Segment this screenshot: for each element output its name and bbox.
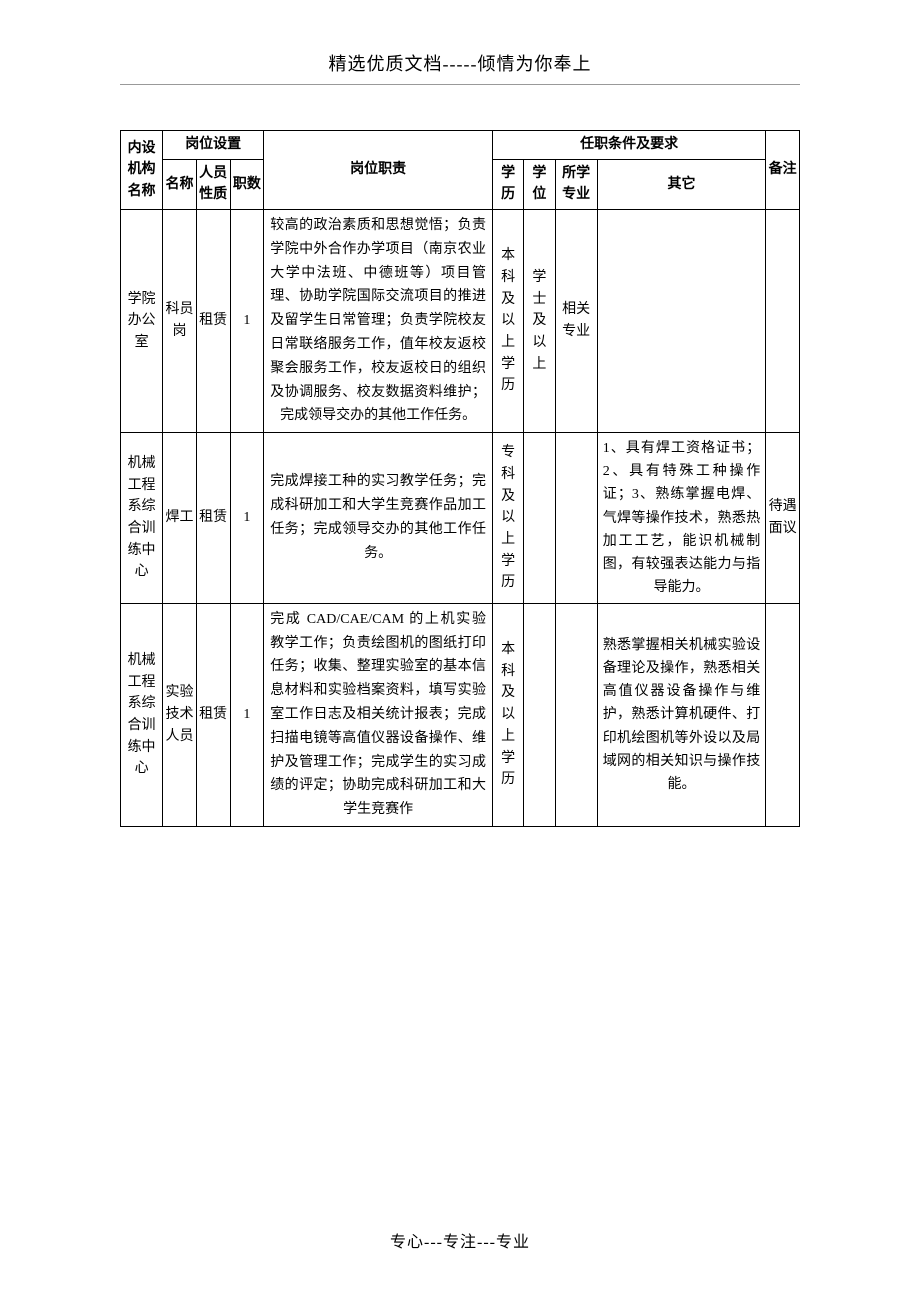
th-duty: 岗位职责: [264, 131, 493, 210]
th-count: 职数: [230, 159, 264, 209]
th-req-group: 任职条件及要求: [492, 131, 765, 160]
cell-edu: 本科及以上学历: [492, 210, 523, 433]
cell-nature: 租赁: [196, 210, 230, 433]
cell-degree: [524, 603, 555, 826]
th-degree: 学位: [524, 159, 555, 209]
cell-name: 焊工: [163, 433, 197, 604]
cell-major: [555, 433, 597, 604]
cell-org: 机械工程系综合训练中心: [121, 603, 163, 826]
cell-edu: 专科及以上学历: [492, 433, 523, 604]
cell-nature: 租赁: [196, 603, 230, 826]
th-edu: 学历: [492, 159, 523, 209]
th-name: 名称: [163, 159, 197, 209]
cell-name: 科员岗: [163, 210, 197, 433]
cell-major: 相关专业: [555, 210, 597, 433]
cell-duty: 较高的政治素质和思想觉悟；负责学院中外合作办学项目（南京农业大学中法班、中德班等…: [264, 210, 493, 433]
job-table: 内设机构名称 岗位设置 岗位职责 任职条件及要求 备注 名称 人员性质 职数 学…: [120, 130, 800, 827]
table-container: 内设机构名称 岗位设置 岗位职责 任职条件及要求 备注 名称 人员性质 职数 学…: [120, 130, 800, 827]
cell-other: 熟悉掌握相关机械实验设备理论及操作，熟悉相关高值仪器设备操作与维护，熟悉计算机硬…: [597, 603, 766, 826]
cell-edu: 本科及以上学历: [492, 603, 523, 826]
cell-count: 1: [230, 210, 264, 433]
cell-name: 实验技术人员: [163, 603, 197, 826]
cell-org: 机械工程系综合训练中心: [121, 433, 163, 604]
cell-note: 待遇面议: [766, 433, 800, 604]
table-row: 机械工程系综合训练中心 实验技术人员 租赁 1 完成 CAD/CAE/CAM 的…: [121, 603, 800, 826]
cell-other: [597, 210, 766, 433]
th-position-group: 岗位设置: [163, 131, 264, 160]
cell-org: 学院办公室: [121, 210, 163, 433]
cell-other: 1、具有焊工资格证书；2、具有特殊工种操作证；3、熟练掌握电焊、气焊等操作技术，…: [597, 433, 766, 604]
table-row: 机械工程系综合训练中心 焊工 租赁 1 完成焊接工种的实习教学任务；完成科研加工…: [121, 433, 800, 604]
cell-count: 1: [230, 433, 264, 604]
cell-duty: 完成 CAD/CAE/CAM 的上机实验教学工作；负责绘图机的图纸打印任务；收集…: [264, 603, 493, 826]
cell-count: 1: [230, 603, 264, 826]
table-row: 学院办公室 科员岗 租赁 1 较高的政治素质和思想觉悟；负责学院中外合作办学项目…: [121, 210, 800, 433]
page-header: 精选优质文档-----倾情为你奉上: [120, 0, 800, 85]
th-org: 内设机构名称: [121, 131, 163, 210]
page-footer: 专心---专注---专业: [0, 1228, 920, 1252]
cell-note: [766, 603, 800, 826]
cell-note: [766, 210, 800, 433]
th-nature: 人员性质: [196, 159, 230, 209]
cell-degree: 学士及以上: [524, 210, 555, 433]
table-header-row-1: 内设机构名称 岗位设置 岗位职责 任职条件及要求 备注: [121, 131, 800, 160]
th-other: 其它: [597, 159, 766, 209]
cell-major: [555, 603, 597, 826]
th-major: 所学专业: [555, 159, 597, 209]
cell-degree: [524, 433, 555, 604]
cell-duty: 完成焊接工种的实习教学任务；完成科研加工和大学生竞赛作品加工任务；完成领导交办的…: [264, 433, 493, 604]
th-note: 备注: [766, 131, 800, 210]
cell-nature: 租赁: [196, 433, 230, 604]
